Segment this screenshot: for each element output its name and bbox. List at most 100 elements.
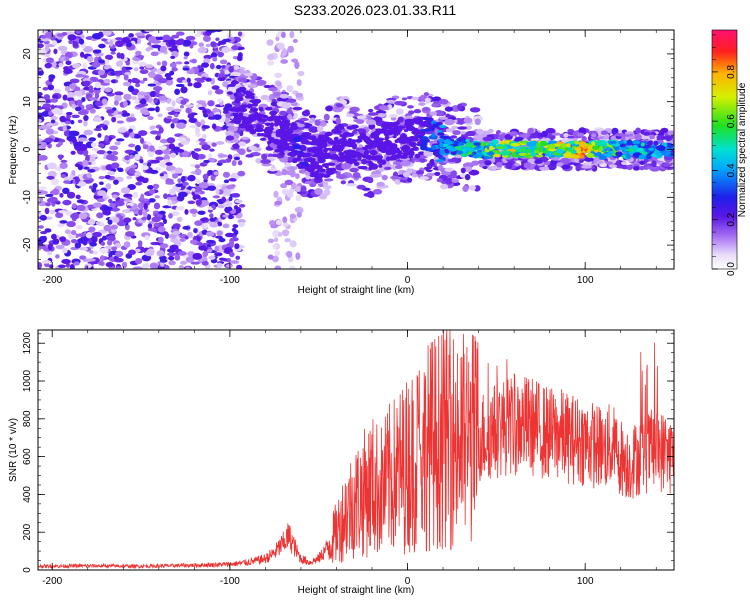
spectrogram-cell (638, 165, 645, 171)
spectrogram-cell (405, 145, 410, 150)
spectrogram-cell (251, 103, 259, 107)
spectrogram-cell (180, 86, 188, 94)
spectrogram-cell (346, 132, 355, 137)
spectrogram-cell (175, 206, 185, 211)
spectrogram-cell (390, 154, 401, 159)
spectrogram-cell (47, 143, 52, 149)
spectrogram-cell (232, 224, 239, 229)
spectrogram-cell (328, 140, 338, 145)
spectrogram-cell (572, 131, 578, 137)
spectrogram-cell (279, 93, 289, 99)
spectrogram-cell (48, 110, 53, 116)
spectrogram-cell (86, 172, 92, 178)
spectrogram-cell (134, 79, 141, 84)
spectrogram-cell (296, 79, 302, 87)
spectrogram-cell (105, 183, 112, 190)
spectrogram-cell (583, 157, 594, 162)
spectrogram-cell (93, 128, 102, 132)
spectrogram-cell (446, 173, 458, 179)
spectrogram-cell (47, 162, 57, 170)
spectrogram-cell (432, 123, 438, 128)
spectrogram-cell (92, 147, 99, 152)
spectrogram-cell (298, 168, 307, 174)
spectrogram-cell (82, 247, 88, 251)
spectrogram-cell (245, 124, 253, 130)
spectrogram-cell (212, 107, 219, 114)
spectrogram-cell (199, 217, 208, 222)
spectrogram-cell (38, 43, 44, 49)
spectrogram-cell (206, 239, 216, 244)
spectrogram-cell (460, 153, 469, 157)
spectrogram-cell (38, 262, 43, 269)
spectrogram-cell (434, 109, 444, 117)
spectrogram-cell (277, 42, 285, 50)
spectrogram-cell (279, 145, 288, 149)
spectrogram-cell (236, 54, 243, 62)
spectrogram-cell (146, 214, 152, 221)
spectrogram-cell (435, 153, 441, 158)
spectrogram-cell (634, 133, 643, 141)
spectrogram-cell (107, 171, 116, 176)
spectrogram-cell (271, 255, 279, 263)
spectrogram-cell (215, 141, 225, 145)
spectrogram-cell (648, 147, 655, 151)
spectrogram-cell (296, 163, 304, 168)
spectrogram-cell (267, 238, 275, 244)
spectrogram-cell (386, 150, 394, 155)
spectrogram-cell (211, 85, 220, 90)
spectrogram-cell (39, 214, 47, 221)
spectrogram-cell (71, 114, 80, 119)
spectrogram-cell (614, 133, 625, 137)
spectrogram-cell (182, 225, 191, 230)
spectrogram-cell (335, 139, 340, 144)
spectrogram-cell (165, 76, 174, 81)
spectrogram-cell (115, 266, 122, 269)
spectrogram-cell (90, 142, 97, 148)
spectrogram-cell (62, 187, 70, 195)
colorbar-frame (711, 29, 738, 270)
spectrogram-cell (96, 198, 105, 203)
spectrogram-cell (225, 264, 234, 268)
spectrogram-cell (403, 152, 410, 156)
spectrogram-cell (316, 137, 326, 143)
spectrogram-cell (536, 142, 541, 148)
spectrogram-cell (218, 237, 226, 243)
spectrogram-cell (164, 264, 170, 269)
spectrogram-cell (71, 203, 77, 209)
spectrogram-cell (269, 110, 278, 116)
spectrogram-cell (349, 167, 359, 173)
spectrogram-x-ticks: -200 -100 0 100 (42, 30, 657, 286)
spectrogram-cell (378, 163, 383, 168)
spectrogram-cell (102, 206, 112, 211)
spectrogram-cell (138, 91, 147, 96)
spectrogram-cell (639, 160, 646, 166)
spectrogram-cell (110, 51, 116, 55)
spectrogram-cell (217, 159, 228, 164)
spectrogram-cell (423, 150, 434, 157)
spectrogram-cell (460, 130, 466, 135)
spectrogram-cell (316, 152, 327, 158)
spectrogram-cell (314, 170, 320, 176)
spectrogram-cell (96, 150, 106, 155)
spectrogram-cell (369, 162, 375, 168)
spectrogram-cell (115, 37, 124, 41)
spectrogram-cell (561, 138, 570, 143)
spectrogram-cell (196, 121, 202, 128)
spectrogram-cell (181, 150, 190, 158)
spectrogram-cell (63, 68, 73, 75)
spectrogram-cell (153, 222, 160, 228)
spectrogram-cell (444, 106, 454, 112)
spectrogram-cell (412, 146, 419, 150)
spectrogram-cell (414, 153, 421, 159)
spectrogram-cell (184, 61, 190, 65)
spectrogram-cell (189, 163, 196, 167)
spectrogram-cell (159, 45, 167, 53)
spectrogram-cell (177, 251, 187, 256)
spectrogram-cell (295, 194, 302, 202)
spectrogram-cell (381, 174, 388, 181)
y-tick-label: 400 (22, 486, 33, 503)
spectrogram-cell (82, 80, 91, 86)
spectrogram-cell (233, 205, 239, 210)
spectrogram-cell (64, 229, 71, 235)
spectrogram-cell (275, 35, 280, 42)
